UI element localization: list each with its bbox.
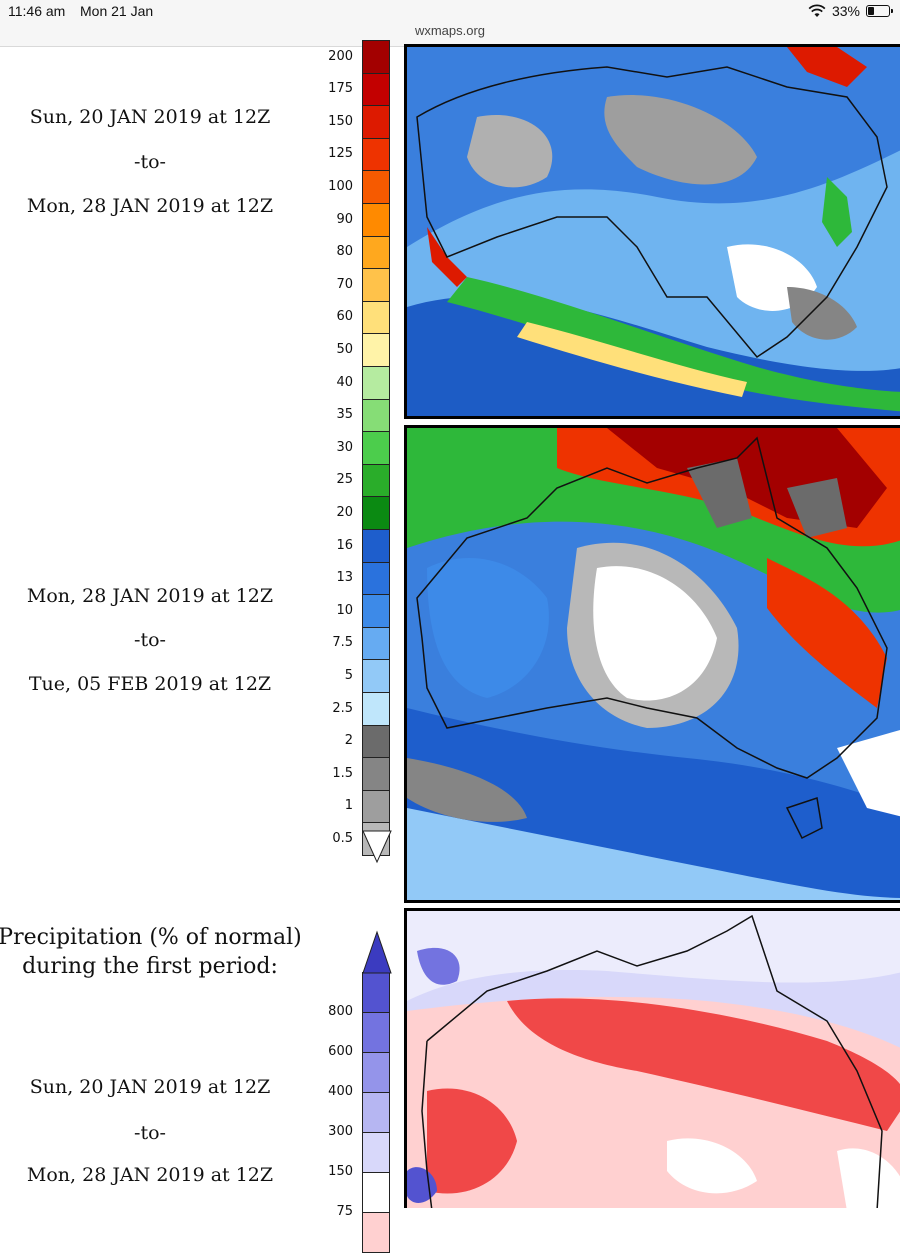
period2-end: Tue, 05 FEB 2019 at 12Z <box>28 673 272 695</box>
percent-legend-swatch <box>362 1012 390 1053</box>
precip-legend-swatch <box>362 724 390 759</box>
precip-legend-swatch <box>362 398 390 433</box>
percent-legend-swatch <box>362 1172 390 1213</box>
precip-legend-swatch <box>362 72 390 107</box>
percent-legend-label: 75 <box>336 1204 353 1219</box>
percent-legend-swatch <box>362 1052 390 1093</box>
percent-legend-label: 400 <box>328 1084 353 1099</box>
legend-above-triangle <box>362 930 392 974</box>
percent-legend-swatch <box>362 1132 390 1173</box>
legend-below-triangle <box>362 830 392 864</box>
precip-legend-swatch <box>362 594 390 628</box>
precip-legend-swatch <box>362 333 390 367</box>
percent-normal-map <box>404 908 900 1208</box>
precip-legend-label: 1 <box>344 798 353 814</box>
heading-line1: Precipitation (% of normal) <box>0 925 302 950</box>
precip-legend-label: 60 <box>336 309 353 325</box>
precip-legend-label: 90 <box>336 211 353 227</box>
precip-legend-swatch <box>362 105 390 139</box>
section3-end: Mon, 28 JAN 2019 at 12Z <box>26 1164 274 1186</box>
precip-legend-label: 13 <box>336 570 353 586</box>
precip-legend-swatch <box>362 626 390 661</box>
percent-legend-label: 150 <box>328 1164 353 1179</box>
precip-legend-label: 1.5 <box>332 765 353 781</box>
precip-legend-swatch <box>362 170 390 204</box>
status-date: Mon 21 Jan <box>80 3 154 19</box>
precip-legend-label: 125 <box>328 146 353 162</box>
section3-separator: -to- <box>134 1122 166 1144</box>
battery-icon <box>866 5 893 17</box>
precip-map-period2 <box>404 425 900 903</box>
percent-legend-swatch <box>362 972 390 1013</box>
url-bar[interactable]: wxmaps.org <box>414 23 486 38</box>
precip-legend-swatch <box>362 463 390 498</box>
precip-legend-label: 50 <box>336 342 353 357</box>
period1-start: Sun, 20 JAN 2019 at 12Z <box>29 106 271 128</box>
precip-legend-label: 20 <box>336 505 353 520</box>
precip-map-period1 <box>404 44 900 419</box>
precip-legend-swatch <box>362 659 390 693</box>
battery-percent: 33% <box>831 3 860 19</box>
wifi-icon <box>808 4 826 17</box>
precip-legend-label: 70 <box>336 276 353 292</box>
percent-legend-label: 600 <box>328 1044 353 1059</box>
precip-legend-label: 35 <box>336 407 353 423</box>
precip-legend-swatch <box>362 40 390 74</box>
section3-start: Sun, 20 JAN 2019 at 12Z <box>29 1076 271 1098</box>
precip-legend-swatch <box>362 561 390 596</box>
percent-legend-swatch <box>362 1212 390 1253</box>
precip-legend-label: 175 <box>328 81 353 97</box>
precip-legend-swatch <box>362 757 390 791</box>
status-bar: 11:46 am Mon 21 Jan 33% wxmaps.org <box>0 0 900 47</box>
period1-separator: -to- <box>134 151 166 173</box>
period1-end: Mon, 28 JAN 2019 at 12Z <box>26 195 274 217</box>
precip-legend-label: 16 <box>336 537 353 553</box>
precip-legend-label: 100 <box>328 179 353 194</box>
precip-legend-swatch <box>362 300 390 335</box>
precip-legend-swatch <box>362 235 390 270</box>
precip-legend-swatch <box>362 496 390 530</box>
percent-legend-label: 300 <box>328 1124 353 1139</box>
percent-legend-swatch <box>362 1092 390 1133</box>
precip-legend-swatch <box>362 137 390 172</box>
status-right: 33% <box>808 3 893 19</box>
percent-legend-label: 800 <box>328 1004 353 1019</box>
precip-legend-label: 5 <box>344 668 353 683</box>
precip-legend-swatch <box>362 789 390 824</box>
precip-legend-label: 2 <box>344 733 353 749</box>
precip-legend-label: 30 <box>336 439 353 455</box>
period2-start: Mon, 28 JAN 2019 at 12Z <box>26 585 274 607</box>
precip-legend-swatch <box>362 203 390 237</box>
precip-legend-swatch <box>362 692 390 726</box>
precip-legend-label: 25 <box>336 472 353 488</box>
precip-legend-swatch <box>362 366 390 400</box>
percent-normal-heading: Precipitation (% of normal) during the f… <box>0 924 320 981</box>
precip-legend-label: 200 <box>328 48 353 64</box>
period2-separator: -to- <box>134 629 166 651</box>
precip-legend-label: 80 <box>336 244 353 260</box>
precip-legend-swatch <box>362 431 390 465</box>
precip-legend-label: 150 <box>328 113 353 129</box>
precip-legend-label: 40 <box>336 374 353 390</box>
precip-legend-label: 7.5 <box>332 635 353 651</box>
heading-line2: during the first period: <box>22 953 278 979</box>
precip-legend-label: 10 <box>336 602 353 618</box>
status-time: 11:46 am <box>8 3 66 19</box>
precip-legend-label: 2.5 <box>332 700 353 716</box>
precip-legend-label: 0.5 <box>332 831 353 846</box>
precip-legend-swatch <box>362 268 390 302</box>
precip-legend-swatch <box>362 529 390 563</box>
